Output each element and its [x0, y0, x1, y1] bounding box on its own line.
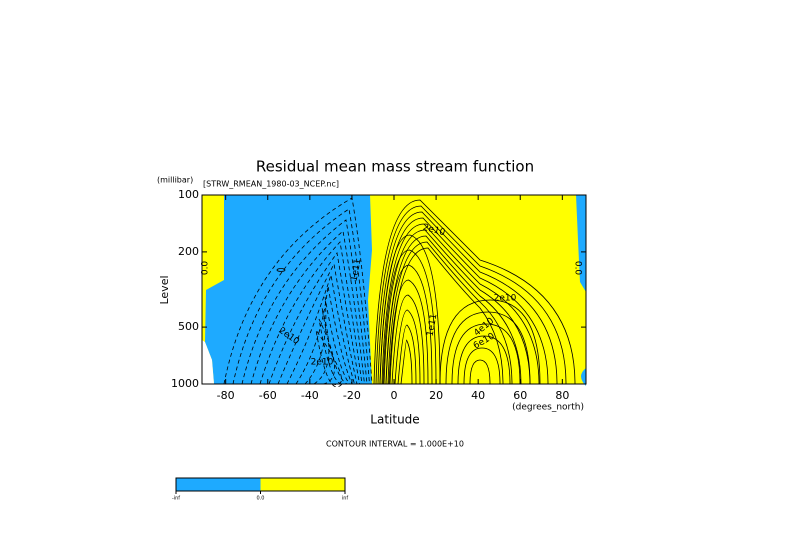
- contour-label: 1e11: [426, 313, 440, 337]
- contour-layer: [223, 197, 576, 388]
- contour-line: [382, 249, 437, 385]
- contour-line: [259, 241, 363, 385]
- colorbar-label: 0.0: [257, 496, 265, 502]
- contour-label: 0.0: [573, 261, 583, 276]
- negative-region: [581, 368, 586, 386]
- contour-line: [377, 211, 558, 385]
- blank-region: [202, 340, 214, 384]
- contour-line: [394, 309, 421, 385]
- x-tick-label: -40: [301, 389, 319, 402]
- contour-line: [250, 230, 365, 385]
- x-tick-label: -20: [343, 389, 361, 402]
- colorbar-swatch: [260, 478, 345, 491]
- contour-line: [379, 234, 441, 385]
- contour-interval: CONTOUR INTERVAL = 1.000E+10: [326, 440, 464, 449]
- contour-line: [381, 223, 540, 385]
- contour-line: [457, 335, 511, 385]
- contour-line: [469, 359, 491, 385]
- contour-line: [445, 311, 531, 385]
- contour-line: [463, 347, 501, 385]
- contour-label: 2e10: [494, 294, 517, 304]
- colorbar-label: -inf: [172, 496, 180, 502]
- x-tick-label: 60: [513, 389, 527, 402]
- y-tick-label: 200: [178, 245, 199, 258]
- x-axis-label: Latitude: [370, 413, 419, 427]
- x-tick-label: 80: [555, 389, 569, 402]
- contour-line: [388, 279, 429, 385]
- contour-line: [375, 205, 567, 385]
- contour-line: [318, 318, 345, 385]
- x-tick-label: 0: [391, 389, 398, 402]
- negative-region: [576, 195, 586, 292]
- contour-line: [373, 199, 576, 385]
- contour-line: [315, 329, 343, 388]
- x-tick-label: 40: [471, 389, 485, 402]
- x-tick-label: 20: [429, 389, 443, 402]
- x-unit: (degrees_north): [512, 403, 584, 413]
- y-tick-label: 500: [178, 320, 199, 333]
- contour-line: [439, 299, 541, 385]
- contour-line: [385, 235, 522, 385]
- contour-line: [383, 229, 531, 385]
- contour-line: [304, 296, 350, 385]
- contour-line: [268, 251, 360, 385]
- contour-line: [391, 294, 425, 385]
- contour-line: [276, 268, 286, 272]
- colorbar: -inf 0.0 inf: [172, 477, 349, 502]
- chart-title: Residual mean mass stream function: [256, 158, 534, 176]
- contour-line: [295, 285, 353, 385]
- y-tick-label: 100: [178, 188, 199, 201]
- y-unit: (millibar): [157, 176, 193, 185]
- subtitle: [STRW_RMEAN_1980-03_NCEP.nc]: [203, 180, 339, 189]
- contour-line: [385, 264, 433, 385]
- colorbar-label: inf: [342, 496, 349, 502]
- contour-line: [397, 324, 417, 385]
- contour-label: 0.0: [201, 261, 211, 276]
- contour-label: 1e11: [350, 258, 364, 282]
- contour-line: [387, 241, 513, 385]
- colorbar-swatch: [176, 478, 261, 491]
- contour-label: 2e10: [311, 358, 334, 368]
- y-axis-label: Level: [158, 275, 171, 304]
- contour-line: [400, 339, 413, 385]
- x-tick-label: -60: [259, 389, 277, 402]
- contour-line: [451, 323, 521, 385]
- x-tick-label: -80: [217, 389, 235, 402]
- y-tick-label: 1000: [171, 377, 199, 390]
- contour-line: [313, 307, 348, 385]
- contour-line: [241, 219, 368, 385]
